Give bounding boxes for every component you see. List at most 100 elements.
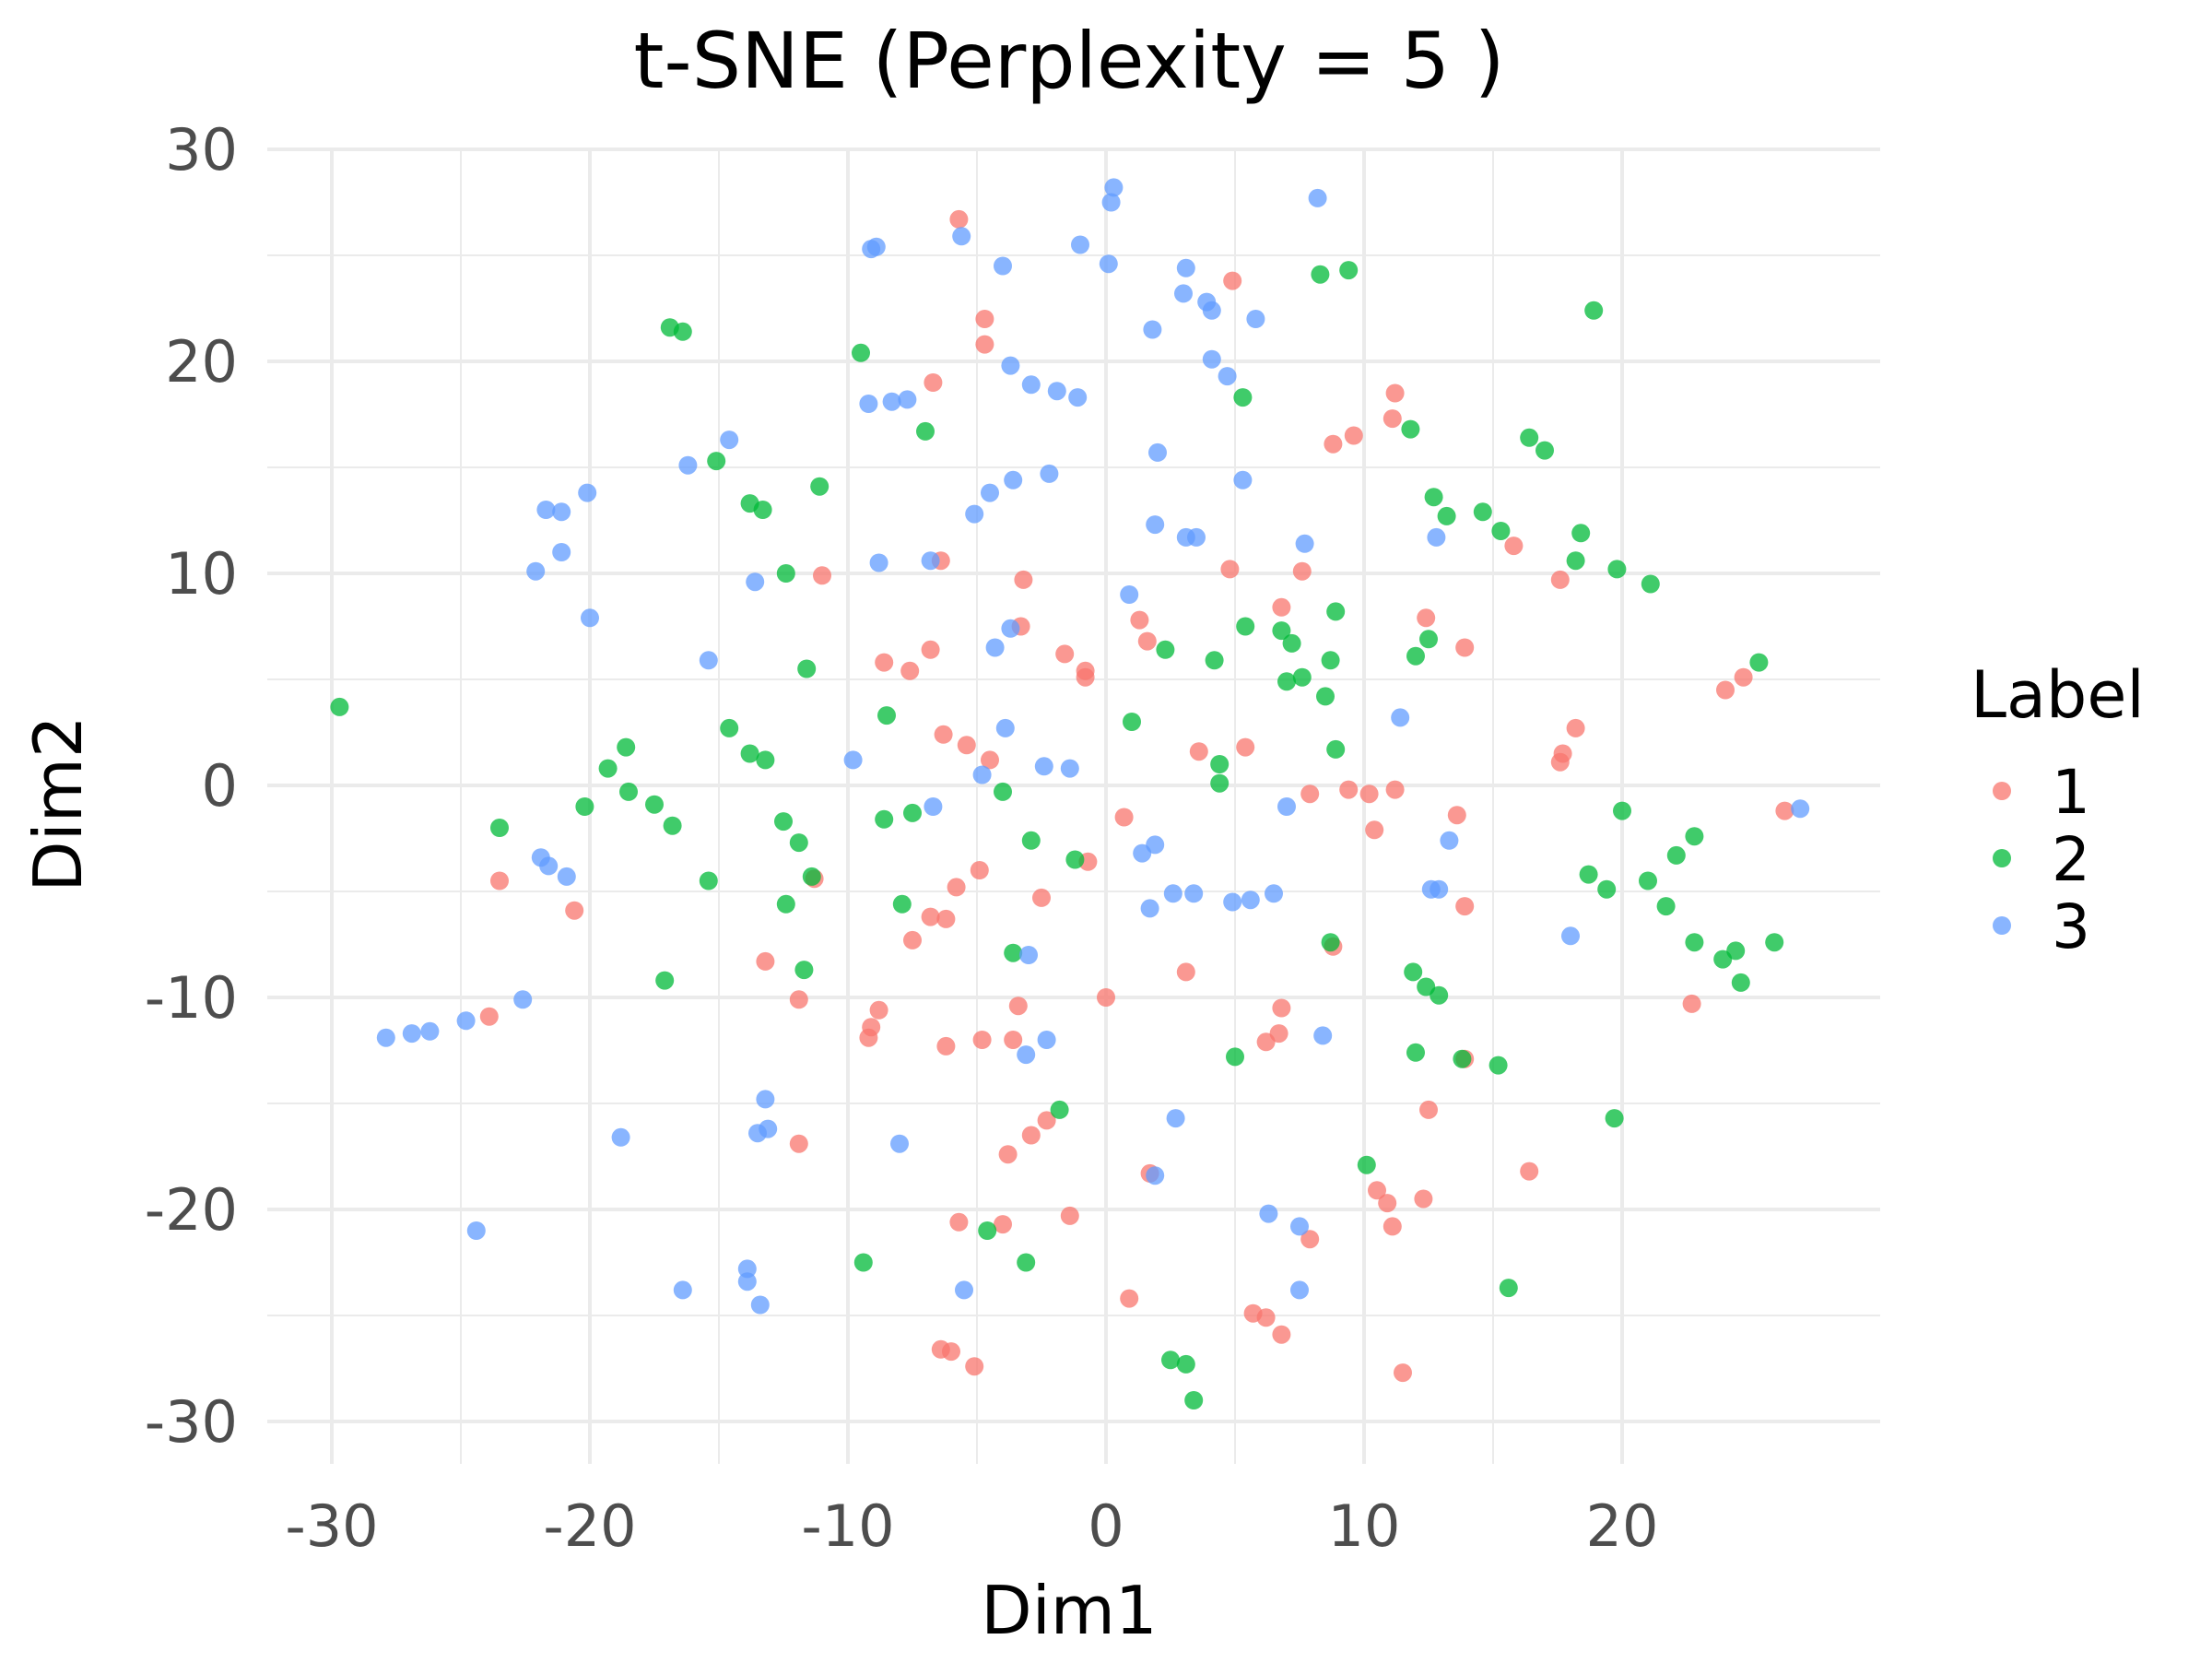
- x-tick-label: 10: [1328, 1492, 1401, 1560]
- data-point-label-1: [1272, 597, 1291, 617]
- legend: Label 123: [1971, 657, 2145, 962]
- data-point-label-1: [1055, 644, 1075, 664]
- data-point-label-2: [1156, 640, 1175, 659]
- y-tick-label: -10: [145, 964, 238, 1032]
- data-point-label-3: [1290, 1217, 1309, 1236]
- data-point-label-2: [1272, 621, 1291, 641]
- data-point-label-3: [1040, 464, 1059, 483]
- data-point-label-1: [1008, 997, 1028, 1016]
- data-point-label-2: [1404, 962, 1423, 982]
- x-axis-ticks: -30 -20 -10 0 10 20: [285, 1492, 1658, 1560]
- data-point-label-2: [1430, 985, 1449, 1005]
- data-point-label-1: [1272, 998, 1291, 1018]
- data-point-label-1: [1300, 784, 1320, 804]
- data-point-label-3: [456, 1011, 476, 1031]
- data-point-label-1: [1176, 962, 1195, 982]
- data-point-label-2: [655, 971, 675, 990]
- data-point-label-2: [1401, 419, 1420, 439]
- data-point-label-1: [1414, 1189, 1433, 1209]
- data-point-label-3: [1146, 515, 1165, 535]
- data-point-label-2: [1520, 428, 1539, 447]
- data-point-label-2: [802, 867, 821, 886]
- data-point-label-3: [985, 638, 1005, 657]
- data-point-label-2: [1453, 1049, 1472, 1068]
- data-point-label-2: [740, 744, 759, 763]
- data-point-label-3: [611, 1127, 630, 1147]
- data-point-label-2: [1613, 801, 1631, 820]
- data-point-label-2: [1566, 551, 1585, 571]
- data-point-label-1: [565, 901, 584, 920]
- data-point-label-1: [479, 1007, 499, 1026]
- data-point-label-1: [1520, 1162, 1539, 1181]
- data-point-label-3: [1120, 585, 1139, 604]
- data-point-label-3: [737, 1272, 757, 1291]
- data-point-label-2: [1499, 1279, 1518, 1298]
- data-point-label-3: [1104, 178, 1124, 197]
- data-point-label-2: [1236, 617, 1255, 636]
- data-point-label-3: [1001, 356, 1020, 375]
- data-point-label-3: [1021, 375, 1041, 395]
- data-point-label-2: [852, 343, 870, 362]
- data-point-label-2: [1406, 646, 1425, 666]
- data-point-label-2: [1641, 574, 1660, 594]
- data-point-label-3: [1101, 193, 1121, 212]
- data-point-label-2: [892, 894, 912, 914]
- data-point-label-2: [1210, 773, 1230, 793]
- data-point-label-2: [1311, 265, 1330, 284]
- data-point-label-2: [1184, 1391, 1204, 1409]
- data-point-label-2: [810, 477, 830, 496]
- data-point-label-3: [420, 1021, 440, 1041]
- data-point-label-2: [1605, 1109, 1624, 1128]
- y-axis-title: Dim2: [19, 715, 97, 891]
- data-point-label-2: [1210, 755, 1230, 773]
- data-point-label-1: [970, 861, 989, 879]
- y-tick-label: 10: [165, 540, 238, 607]
- data-point-label-2: [1326, 602, 1346, 621]
- data-point-label-1: [1455, 638, 1475, 657]
- chart-title: t-SNE (Perplexity = 5 ): [633, 16, 1504, 106]
- data-point-label-2: [1321, 651, 1340, 670]
- data-point-label-3: [1174, 284, 1193, 303]
- data-point-label-1: [1256, 1032, 1276, 1052]
- data-point-label-3: [1004, 470, 1023, 489]
- data-point-label-2: [1579, 865, 1598, 884]
- data-point-label-3: [924, 797, 943, 816]
- data-point-label-3: [869, 553, 888, 572]
- data-point-label-1: [1394, 1363, 1412, 1383]
- data-point-label-1: [1220, 560, 1240, 579]
- data-point-label-1: [921, 640, 940, 659]
- data-point-label-2: [575, 797, 594, 816]
- data-point-label-3: [995, 718, 1015, 737]
- legend-key-3: [1993, 916, 2011, 935]
- data-point-label-3: [843, 750, 863, 770]
- data-point-label-2: [1639, 871, 1657, 890]
- data-point-label-3: [1246, 310, 1265, 328]
- x-axis-title: Dim1: [981, 1572, 1157, 1649]
- data-point-label-2: [490, 819, 509, 837]
- data-point-label-3: [1277, 797, 1296, 816]
- data-point-label-3: [1176, 258, 1195, 277]
- data-point-label-3: [552, 502, 571, 522]
- data-point-label-1: [1137, 631, 1157, 651]
- data-point-label-2: [994, 782, 1012, 801]
- data-point-label-2: [1316, 687, 1335, 706]
- data-point-label-1: [813, 566, 831, 585]
- data-point-label-3: [1295, 534, 1314, 553]
- y-tick-label: 30: [165, 116, 238, 183]
- data-point-label-2: [1424, 488, 1443, 507]
- data-point-label-3: [1427, 527, 1446, 547]
- data-point-label-3: [890, 1134, 909, 1153]
- data-point-label-1: [1037, 1111, 1056, 1130]
- data-point-label-2: [774, 812, 793, 832]
- data-point-label-2: [853, 1253, 873, 1272]
- data-point-label-1: [1130, 610, 1149, 630]
- y-tick-label: 20: [165, 328, 238, 395]
- data-point-label-1: [1385, 780, 1405, 799]
- data-point-label-3: [1071, 235, 1089, 254]
- data-point-label-2: [1406, 1043, 1425, 1062]
- data-point-label-2: [1535, 441, 1554, 460]
- data-point-label-3: [1148, 442, 1167, 462]
- data-point-label-1: [972, 1031, 992, 1049]
- data-point-label-1: [1368, 1181, 1386, 1200]
